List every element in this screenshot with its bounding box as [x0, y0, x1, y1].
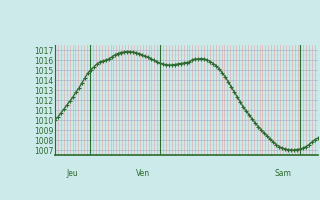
Text: Ven: Ven — [136, 169, 150, 178]
Text: Sam: Sam — [275, 169, 292, 178]
Text: Jeu: Jeu — [67, 169, 78, 178]
